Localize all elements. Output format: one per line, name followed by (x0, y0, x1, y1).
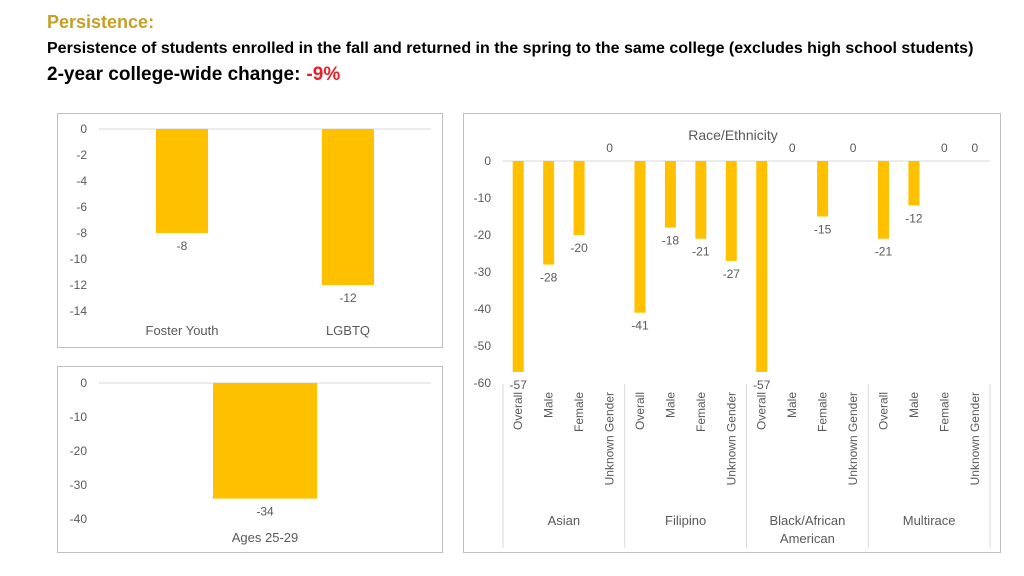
category-label: Unknown Gender (968, 392, 982, 485)
y-tick-label: -10 (70, 252, 88, 266)
data-label: -27 (723, 267, 741, 281)
bar (695, 161, 707, 239)
chart-foster-lgbtq: 0 -2 -4 -6 -8 -10 -12 -14 -8 Foster Youth -12 LGBTQ (70, 122, 431, 338)
y-tick-label: -60 (474, 376, 492, 390)
data-label: 0 (789, 141, 796, 155)
category-label: Overall (633, 392, 647, 430)
category-label: Male (542, 392, 556, 418)
y-tick-label: -2 (76, 148, 87, 162)
y-tick-label: -40 (474, 302, 492, 316)
data-label: -21 (692, 245, 710, 259)
data-label: -18 (662, 234, 680, 248)
category-label: Female (937, 392, 951, 432)
category-label: Female (572, 392, 586, 432)
y-tick-label: 0 (80, 376, 87, 390)
data-label: -28 (540, 271, 558, 285)
y-tick-label: -10 (474, 191, 492, 205)
group-label: Black/African (769, 513, 845, 528)
chart-ages-panel: 0 -10 -20 -30 -40 -34 Ages 25-29 (57, 366, 443, 553)
y-tick-label: -10 (70, 410, 88, 424)
chart-race-ethnicity-panel: Race/Ethnicity 0 -10 -20 -30 -40 -50 -60 -57 Over… (463, 113, 1001, 553)
data-label: -8 (177, 239, 188, 253)
change-value: -9% (306, 64, 341, 85)
category-label: Male (907, 392, 921, 418)
bar (908, 161, 920, 206)
data-label: -20 (570, 241, 588, 255)
y-tick-label: -12 (70, 278, 88, 292)
y-tick-label: 0 (484, 154, 491, 168)
group-label: American (780, 531, 835, 546)
category-label: Unknown Gender (724, 392, 738, 485)
category-label: Female (816, 392, 830, 432)
y-tick-label: -8 (76, 226, 87, 240)
data-label: -12 (905, 211, 923, 225)
group-label: Asian (548, 513, 581, 528)
bar (573, 161, 585, 235)
bar (634, 161, 646, 313)
category-label: Male (663, 392, 677, 418)
category-label: Female (694, 392, 708, 432)
category-label: LGBTQ (326, 323, 370, 338)
bar (664, 161, 676, 228)
y-tick-label: -20 (474, 228, 492, 242)
y-tick-label: -14 (70, 304, 88, 318)
data-label: 0 (850, 141, 857, 155)
data-label: 0 (606, 141, 613, 155)
section-title: Persistence: (47, 12, 155, 32)
data-label: -21 (875, 245, 893, 259)
group-label: Multirace (903, 513, 956, 528)
y-tick-label: 0 (80, 122, 87, 136)
category-label: Unknown Gender (603, 392, 617, 485)
y-tick-label: -20 (70, 444, 88, 458)
bar (512, 161, 524, 372)
bar (877, 161, 889, 239)
section-description: Persistence of students enrolled in the … (47, 40, 974, 57)
data-label: -34 (256, 505, 274, 519)
y-tick-label: -4 (76, 174, 87, 188)
chart-foster-lgbtq-panel: 0 -2 -4 -6 -8 -10 -12 -14 -8 Foster Youth -12 LGBTQ (57, 113, 443, 348)
category-label: Overall (876, 392, 890, 430)
data-label: -41 (631, 319, 649, 333)
y-tick-label: -50 (474, 339, 492, 353)
data-label: 0 (941, 141, 948, 155)
data-label: 0 (971, 141, 978, 155)
bar (817, 161, 829, 217)
change-label: 2-year college-wide change: (47, 64, 301, 85)
data-label: -57 (510, 378, 528, 392)
category-label: Ages 25-29 (232, 530, 299, 545)
chart-title: Race/Ethnicity (688, 127, 777, 143)
chart-ages: 0 -10 -20 -30 -40 -34 Ages 25-29 (70, 376, 431, 545)
category-label: Male (785, 392, 799, 418)
category-label: Overall (755, 392, 769, 430)
group-label: Filipino (665, 513, 706, 528)
data-label: -12 (339, 291, 357, 305)
y-tick-label: -30 (70, 478, 88, 492)
bar (156, 129, 208, 233)
data-label: -57 (753, 378, 771, 392)
category-label: Overall (511, 392, 525, 430)
bar (756, 161, 768, 372)
bar (725, 161, 737, 261)
category-label: Unknown Gender (846, 392, 860, 485)
bar (322, 129, 374, 285)
y-tick-label: -6 (76, 200, 87, 214)
category-label: Foster Youth (146, 323, 219, 338)
y-tick-label: -40 (70, 512, 88, 526)
bar (213, 383, 317, 499)
y-tick-label: -30 (474, 265, 492, 279)
data-label: -15 (814, 223, 832, 237)
bar (543, 161, 555, 265)
college-wide-change: 2-year college-wide change: -9% (47, 64, 340, 86)
